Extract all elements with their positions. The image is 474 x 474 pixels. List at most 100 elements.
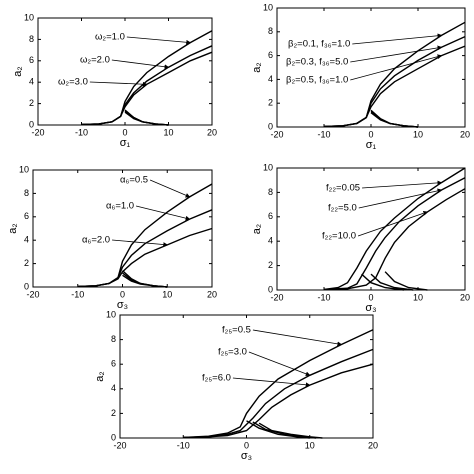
x-tick-label: 20: [460, 292, 470, 302]
y-tick-label: 2: [29, 98, 34, 108]
y-tick-label: 4: [268, 236, 273, 246]
x-axis-label: σ₃: [117, 299, 128, 311]
curve-label: β₂=0.5, f₃₆=1.0: [286, 75, 348, 86]
y-tick-label: 4: [24, 235, 29, 245]
x-tick-label: -10: [75, 127, 88, 137]
curve-label-arrow: [357, 210, 429, 237]
curve-label: ω₂=1.0: [95, 32, 125, 43]
curve-label-arrow: [126, 36, 192, 45]
y-tick-label: 8: [268, 26, 273, 36]
curve-label: ω₂=3.0: [58, 77, 88, 88]
axes-frame: [37, 17, 213, 126]
response-curve: [183, 329, 374, 439]
x-axis-label: σ₃: [241, 450, 252, 462]
x-axis-label: σ₁: [120, 137, 131, 149]
y-tick-label: 4: [111, 383, 116, 393]
x-tick-label: -20: [113, 440, 126, 450]
response-curve: [323, 188, 466, 291]
y-tick-label: 8: [29, 34, 34, 44]
x-tick-label: 20: [207, 127, 217, 137]
x-tick-label: -10: [317, 129, 330, 139]
curve-label: α₆=0.5: [120, 175, 148, 186]
response-curve: [323, 45, 466, 128]
response-curve: [81, 51, 213, 126]
x-tick-label: -20: [270, 292, 283, 302]
x-tick-label: -20: [31, 127, 44, 137]
y-tick-label: 8: [268, 187, 273, 197]
y-tick-label: 2: [111, 408, 116, 418]
y-axis-label: a₂: [12, 66, 24, 76]
curve-label-arrow: [111, 59, 170, 70]
curve-label-arrow: [112, 239, 169, 247]
x-tick-label: -20: [26, 289, 39, 299]
y-tick-label: 8: [24, 188, 29, 198]
curve-label: f₂₅=3.0: [218, 347, 247, 358]
response-curve: [77, 227, 213, 288]
curve-label: α₆=1.0: [106, 201, 134, 212]
x-tick-label: 20: [368, 440, 378, 450]
y-tick-label: 4: [29, 77, 34, 87]
curve-label: α₆=2.0: [82, 235, 110, 246]
x-tick-label: -10: [177, 440, 190, 450]
curve-label: f₂₅=0.5: [222, 325, 251, 336]
y-tick-label: 0: [268, 121, 273, 131]
response-curve: [81, 30, 213, 126]
x-tick-label: 10: [413, 129, 423, 139]
curve-label: f₂₂=5.0: [328, 203, 357, 214]
response-curve: [323, 167, 466, 291]
y-tick-label: 10: [263, 162, 273, 172]
curve-label: f₂₂=0.05: [326, 183, 360, 194]
curve-label-arrow: [248, 351, 311, 377]
x-tick-label: -20: [270, 129, 283, 139]
x-tick-label: 0: [244, 440, 249, 450]
x-tick-label: 20: [460, 129, 470, 139]
y-tick-label: 6: [268, 50, 273, 60]
x-axis-label: σ₁: [366, 139, 377, 151]
x-tick-label: 0: [122, 127, 127, 137]
curve-label: f₂₂=10.0: [322, 231, 356, 242]
y-tick-label: 6: [111, 359, 116, 369]
y-axis-label: a₂: [251, 224, 263, 234]
y-axis-label: a₂: [251, 62, 263, 72]
curve-label: β₂=0.1, f₃₆=1.0: [288, 39, 350, 50]
curve-label-arrow: [252, 329, 343, 347]
x-tick-label: 10: [163, 127, 173, 137]
curve-label: f₂₅=6.0: [202, 373, 231, 384]
y-tick-label: 0: [29, 119, 34, 129]
y-tick-label: 0: [111, 432, 116, 442]
curve-label-arrow: [358, 188, 443, 209]
curve-label-arrow: [350, 45, 443, 63]
x-tick-label: 10: [305, 440, 315, 450]
y-tick-label: 10: [19, 164, 29, 174]
curve-label: ω₂=2.0: [80, 55, 110, 66]
response-curve: [183, 348, 374, 439]
y-tick-label: 10: [106, 309, 116, 319]
y-tick-label: 0: [24, 281, 29, 291]
x-tick-label: 20: [207, 289, 217, 299]
x-tick-label: -10: [317, 292, 330, 302]
x-tick-label: 0: [368, 129, 373, 139]
y-tick-label: 10: [263, 2, 273, 12]
curve-label-arrow: [232, 377, 311, 388]
y-axis-label: a₂: [7, 223, 19, 233]
curve-label: β₂=0.3, f₃₆=5.0: [286, 57, 348, 68]
curve-label-arrow: [350, 54, 443, 81]
curve-label-arrow: [352, 33, 443, 45]
x-tick-label: 10: [413, 292, 423, 302]
curve-label-arrow: [149, 179, 191, 198]
response-curve: [77, 209, 213, 288]
x-axis-label: σ₃: [365, 302, 376, 314]
y-tick-label: 10: [24, 12, 34, 22]
y-tick-label: 0: [268, 284, 273, 294]
y-tick-label: 2: [268, 260, 273, 270]
curve-label-arrow: [89, 81, 148, 87]
axes-frame: [32, 169, 213, 288]
y-tick-label: 6: [29, 55, 34, 65]
x-tick-label: 10: [162, 289, 172, 299]
y-tick-label: 6: [24, 211, 29, 221]
x-tick-label: 0: [120, 289, 125, 299]
x-tick-label: 0: [368, 292, 373, 302]
curve-label-arrow: [135, 205, 191, 221]
y-tick-label: 2: [268, 98, 273, 108]
